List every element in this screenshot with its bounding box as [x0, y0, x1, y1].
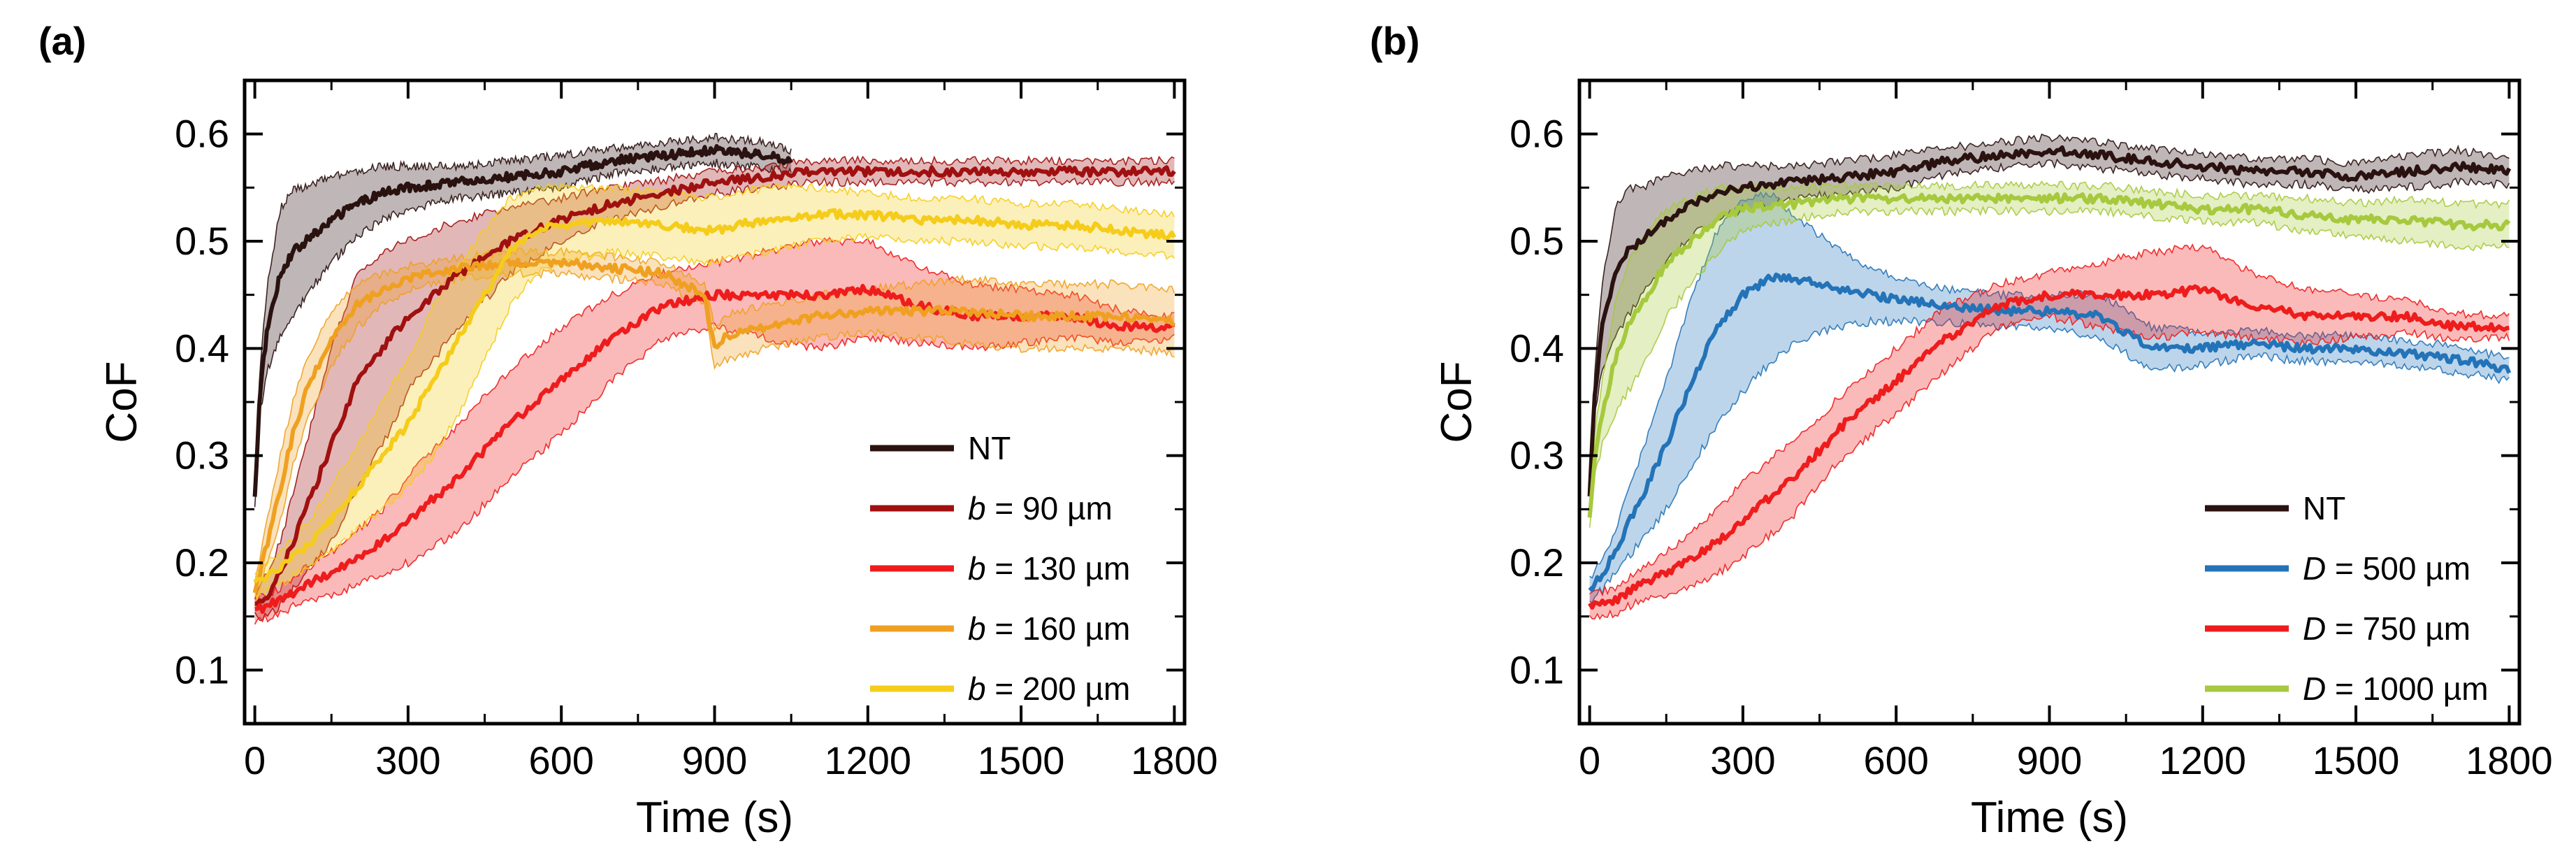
x-tick-label: 600 — [528, 738, 593, 782]
y-tick-label: 0.6 — [1510, 112, 1564, 156]
chart-panel-b: (b) 0 300 600 900 1200 1500 1800 0.1 0.2 0.3 0.4 0.5… — [1370, 19, 2553, 842]
series-group — [252, 132, 1177, 625]
series-band-edge — [254, 132, 792, 491]
series-band-edge — [1589, 313, 2510, 620]
series-band-edge — [1589, 158, 2510, 512]
series-line — [254, 165, 1176, 606]
y-tick-label: 0.6 — [175, 112, 229, 156]
x-tick-label: 1800 — [2466, 738, 2553, 782]
series-band-edge — [254, 268, 1175, 607]
x-tick-label: 1500 — [2313, 738, 2400, 782]
legend-symbol: D — [2303, 610, 2326, 647]
series-band-edge — [254, 182, 1175, 575]
legend-text: = 500 µm — [2326, 550, 2470, 587]
series-band-edge — [254, 155, 1175, 600]
panel-label: (b) — [1370, 19, 1420, 63]
legend: NTb = 90 µmb = 130 µmb = 160 µmb = 200 µ… — [870, 430, 1130, 707]
legend-label: NT — [968, 430, 1011, 466]
y-tick-label: 0.2 — [1510, 540, 1564, 585]
legend-text: = 130 µm — [986, 550, 1131, 587]
legend-label: b = 200 µm — [968, 671, 1130, 707]
legend-text: = 90 µm — [986, 490, 1113, 526]
series-band — [254, 248, 1175, 607]
legend-text: = 160 µm — [986, 610, 1131, 647]
series-line — [1588, 284, 2510, 610]
legend-label: b = 130 µm — [968, 550, 1130, 587]
y-tick-label: 0.2 — [175, 540, 229, 585]
x-tick-label: 300 — [375, 738, 440, 782]
series-line — [253, 208, 1177, 584]
y-tick-label: 0.1 — [1510, 647, 1564, 691]
series-line — [1587, 145, 2512, 497]
legend-symbol: b — [968, 550, 986, 587]
x-tick-label: 1800 — [1131, 738, 1218, 782]
series-band — [254, 237, 1175, 624]
x-tick-label: 0 — [244, 738, 266, 782]
y-tick-label: 0.3 — [1510, 433, 1564, 478]
series-band — [254, 183, 1175, 598]
legend-label: D = 750 µm — [2303, 610, 2470, 647]
legend-text: = 1000 µm — [2326, 671, 2488, 707]
series-band-edge — [1589, 315, 2510, 603]
x-axis-title: Time (s) — [636, 794, 793, 842]
legend-text: NT — [968, 430, 1011, 466]
y-tick-label: 0.3 — [175, 433, 229, 478]
series-band — [1589, 181, 2510, 528]
legend-label: b = 160 µm — [968, 610, 1130, 647]
x-tick-label: 1200 — [825, 738, 912, 782]
series-band-edge — [1589, 206, 2510, 528]
x-tick-label: 1200 — [2159, 738, 2247, 782]
x-tick-label: 900 — [2017, 738, 2082, 782]
x-tick-label: 0 — [1579, 738, 1600, 782]
series-band — [254, 156, 1175, 621]
y-tick-label: 0.4 — [1510, 326, 1564, 370]
legend-label: b = 90 µm — [968, 490, 1113, 526]
legend-label: D = 500 µm — [2303, 550, 2470, 587]
series-band — [1589, 244, 2510, 619]
legend-symbol: b — [968, 671, 986, 707]
series-band-edge — [1589, 133, 2510, 492]
legend-text: = 200 µm — [986, 671, 1131, 707]
x-axis-title: Time (s) — [1971, 794, 2128, 842]
legend-text: NT — [2303, 490, 2345, 526]
legend-symbol: b — [968, 610, 986, 647]
series-band-edge — [254, 247, 1175, 584]
series-band-edge — [254, 232, 1175, 599]
legend-symbol: D — [2303, 550, 2326, 587]
series-band-edge — [1589, 243, 2510, 597]
y-axis-title: CoF — [98, 361, 146, 443]
x-tick-label: 900 — [682, 738, 747, 782]
chart-panel-a: (a) 0 300 600 900 1200 1500 1800 0.1 0.2 0.3 0.4 0.5… — [38, 19, 1218, 842]
series-group — [1587, 133, 2512, 620]
legend: NTD = 500 µmD = 750 µmD = 1000 µm — [2205, 490, 2489, 707]
series-line — [1587, 192, 2511, 518]
y-tick-label: 0.5 — [175, 219, 229, 263]
series-band — [1589, 192, 2510, 603]
y-tick-label: 0.4 — [175, 326, 229, 370]
series-line — [252, 144, 793, 497]
legend-symbol: D — [2303, 671, 2326, 707]
y-tick-label: 0.1 — [175, 647, 229, 691]
legend-symbol: b — [968, 490, 986, 526]
y-axis-title: CoF — [1433, 361, 1481, 443]
panel-label: (a) — [38, 19, 86, 63]
x-tick-label: 600 — [1863, 738, 1928, 782]
series-band-edge — [254, 322, 1175, 625]
legend-label: D = 1000 µm — [2303, 671, 2489, 707]
legend-text: = 750 µm — [2326, 610, 2470, 647]
x-tick-label: 300 — [1710, 738, 1775, 782]
series-line — [1588, 272, 2512, 592]
y-tick-label: 0.5 — [1510, 219, 1564, 263]
legend-label: NT — [2303, 490, 2345, 526]
series-line — [252, 257, 1176, 594]
x-tick-label: 1500 — [978, 738, 1065, 782]
